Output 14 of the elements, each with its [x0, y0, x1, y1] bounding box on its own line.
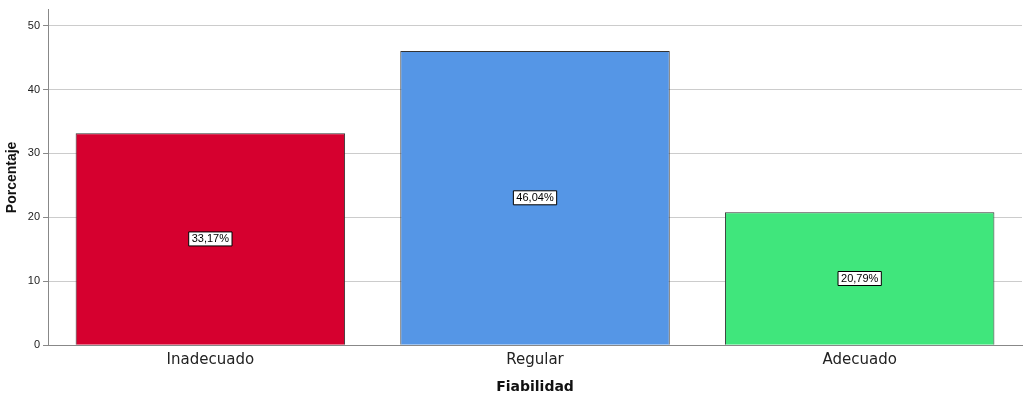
y-tick-label: 0: [33, 338, 41, 351]
y-tick-label: 30: [27, 146, 41, 159]
y-axis-title: Porcentaje: [3, 141, 20, 214]
x-tick-label: Regular: [506, 350, 565, 369]
data-label: 33,17%: [191, 231, 230, 244]
x-tick-label: Inadecuado: [166, 350, 255, 369]
y-tick-label: 10: [27, 274, 41, 287]
y-tick-label: 50: [27, 18, 41, 31]
y-tick-label: 20: [27, 210, 41, 223]
y-tick-label: 40: [27, 82, 41, 95]
data-label: 20,79%: [841, 271, 879, 284]
x-axis-title: Fiabilidad: [496, 378, 574, 395]
x-tick-label: Adecuado: [822, 350, 897, 369]
data-label: 46,04%: [516, 190, 554, 203]
